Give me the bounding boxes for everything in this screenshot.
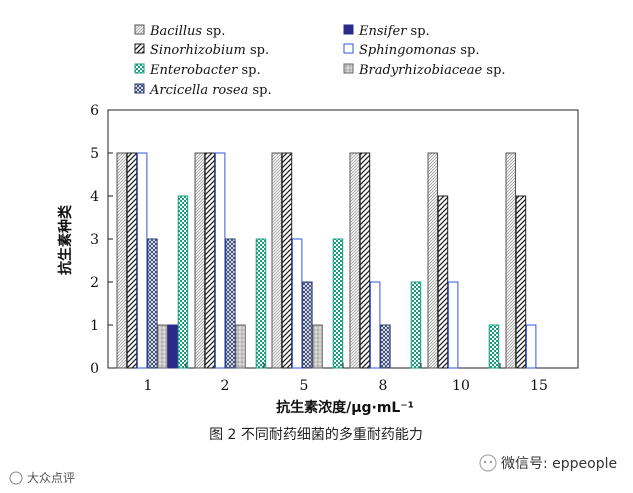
legend-item: Enterobacter sp.	[134, 63, 261, 78]
y-tick-label: 0	[90, 361, 99, 377]
bar-bacillus	[427, 152, 438, 369]
legend-item: Ensifer sp.	[343, 24, 430, 39]
x-tick-label: 5	[300, 378, 309, 394]
wechat-icon	[479, 454, 497, 472]
y-axis: 0 1 2 3 4 5 6	[90, 103, 113, 377]
bar-sphingomonas	[214, 152, 226, 369]
bar-group-2	[194, 152, 267, 369]
y-tick-label: 2	[90, 275, 99, 291]
bar-sinorhizobium	[515, 195, 527, 369]
watermark-right: 微信号: eppeople	[479, 454, 617, 472]
legend-item: Bradyrhizobiaceae sp.	[343, 63, 506, 78]
legend-swatch	[134, 63, 145, 74]
y-tick-label: 6	[90, 103, 99, 119]
bar-group-8	[349, 152, 422, 369]
bar-group-1	[116, 152, 189, 369]
x-tick-label: 8	[379, 378, 388, 394]
bar-bradyrhizobiaceae	[312, 324, 323, 369]
watermark-logo-icon	[9, 471, 23, 485]
legend-swatch	[343, 63, 354, 74]
legend-item: Sphingomonas sp.	[343, 43, 480, 58]
legend-item: Bacillus sp.	[134, 24, 225, 39]
x-tick-label: 2	[221, 378, 230, 394]
legend-label: Sphingomonas sp.	[359, 43, 480, 58]
legend-label: Enterobacter sp.	[149, 63, 261, 78]
bar-sphingomonas	[525, 324, 537, 369]
bar-sphingomonas	[369, 281, 381, 369]
bar-bacillus	[349, 152, 360, 369]
y-tick-label: 1	[90, 318, 99, 334]
bar-group-10	[427, 152, 500, 369]
legend-swatch	[134, 43, 145, 54]
y-tick-label: 3	[90, 232, 99, 248]
x-tick-label: 15	[530, 378, 548, 394]
bar-ensifer	[167, 324, 178, 369]
wechat-id-text: 微信号: eppeople	[501, 456, 617, 472]
bar-sinorhizobium	[359, 152, 371, 369]
bar-enterobacter	[332, 238, 344, 369]
bar-sphingomonas	[447, 281, 459, 369]
bar-group-5	[271, 152, 344, 369]
x-tick-label: 1	[144, 378, 153, 394]
bar-arcicella-rosea	[225, 238, 236, 369]
bar-enterobacter	[488, 324, 500, 369]
bars-layer	[116, 152, 537, 369]
bar-sphingomonas	[291, 238, 303, 369]
bar-enterobacter	[255, 238, 267, 369]
legend-item: Sinorhizobium sp.	[134, 43, 269, 58]
plot-area: 0 1 2 3 4 5 6 1 2 5 8 10 15	[90, 103, 579, 394]
bar-enterobacter	[177, 195, 189, 369]
legend-label: Sinorhizobium sp.	[150, 43, 269, 58]
bar-bradyrhizobiaceae	[235, 324, 246, 369]
legend-swatch	[343, 24, 354, 35]
legend-label: Bradyrhizobiaceae sp.	[358, 63, 506, 78]
x-axis-title: 抗生素浓度/μg·mL⁻¹	[276, 399, 414, 416]
legend-label: Ensifer sp.	[358, 24, 430, 39]
y-tick-label: 4	[90, 189, 99, 205]
bar-sinorhizobium	[437, 195, 449, 369]
bar-sinorhizobium	[281, 152, 293, 369]
x-axis: 1 2 5 8 10 15	[144, 363, 548, 394]
legend-label: Bacillus sp.	[149, 24, 225, 39]
bar-sinorhizobium	[126, 152, 138, 369]
legend-label: Arcicella rosea sp.	[149, 83, 272, 98]
legend-swatch	[134, 83, 145, 94]
legend-swatch	[134, 24, 145, 35]
figure-caption: 图 2 不同耐药细菌的多重耐药能力	[209, 426, 423, 443]
watermark-left: 大众点评	[9, 471, 75, 485]
watermark-left-text: 大众点评	[27, 471, 75, 485]
legend-swatch	[343, 43, 354, 54]
bar-arcicella-rosea	[147, 238, 158, 369]
y-axis-title: 抗生素种类	[57, 204, 74, 275]
bar-group-15	[505, 152, 537, 369]
bar-arcicella-rosea	[302, 281, 313, 369]
bar-arcicella-rosea	[380, 324, 391, 369]
legend: Bacillus sp. Ensifer sp. Sinorhizobium sp.…	[134, 24, 506, 98]
bar-enterobacter	[410, 281, 422, 369]
bar-bacillus	[194, 152, 205, 369]
x-tick-label: 10	[452, 378, 470, 394]
bar-bacillus	[271, 152, 282, 369]
bar-bacillus	[116, 152, 127, 369]
y-tick-label: 5	[90, 146, 99, 162]
bar-bradyrhizobiaceae	[157, 324, 168, 369]
bar-bacillus	[505, 152, 516, 369]
bar-sphingomonas	[136, 152, 148, 369]
legend-item: Arcicella rosea sp.	[134, 83, 272, 98]
bar-sinorhizobium	[204, 152, 216, 369]
